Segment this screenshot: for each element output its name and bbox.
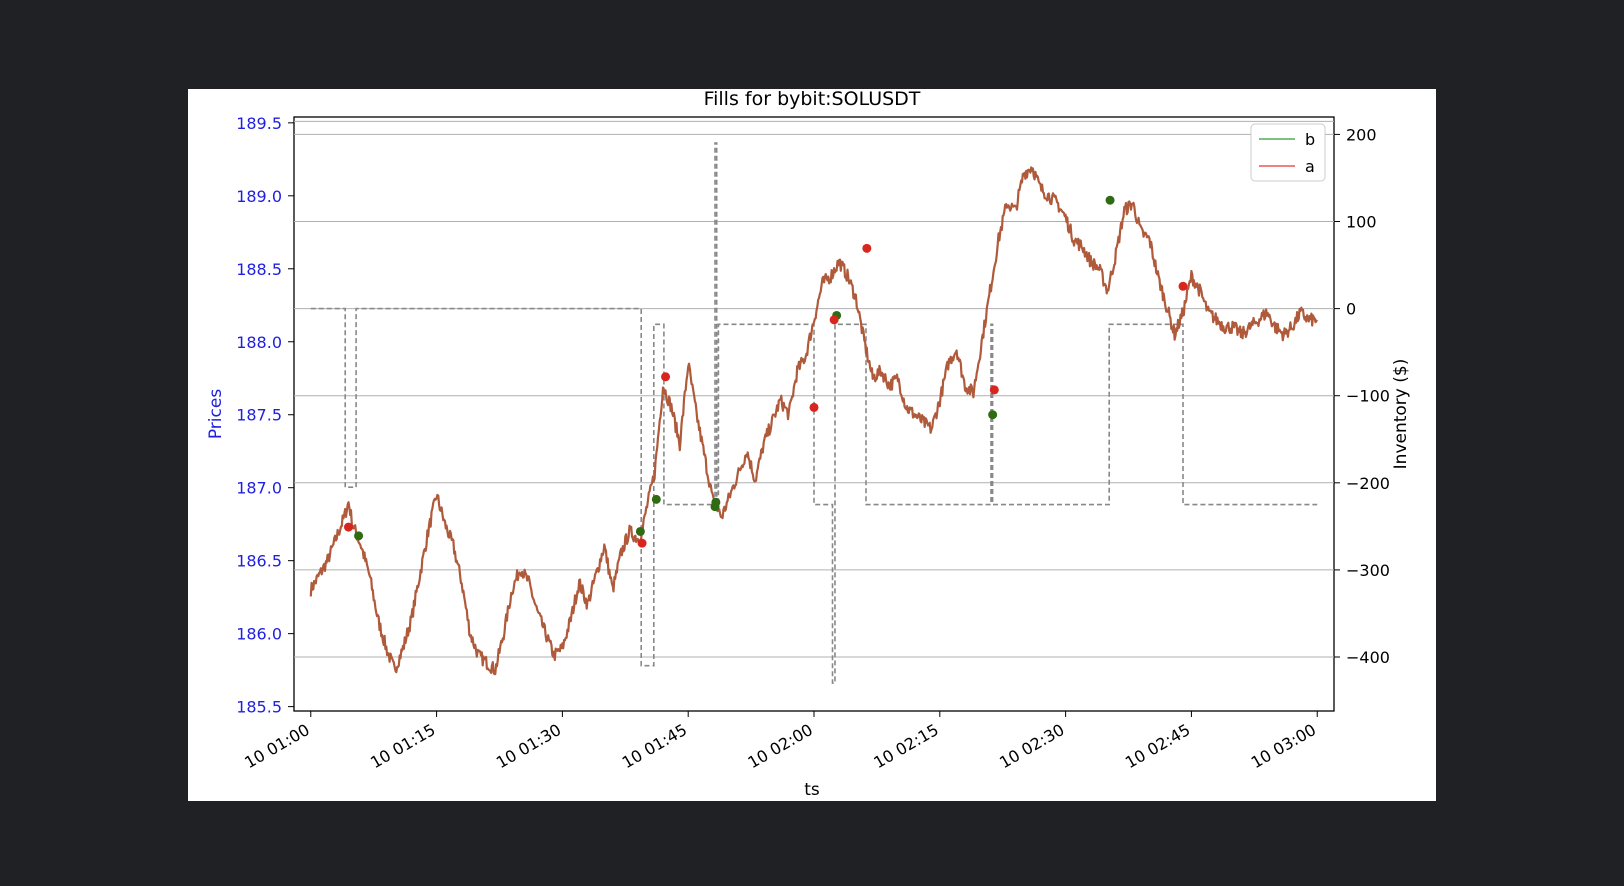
chart-figure: Fills for bybit:SOLUSDT 185.5 186.0 186.5 1… <box>188 89 1436 801</box>
right-y-tick-label: −300 <box>1346 561 1390 580</box>
left-y-tick-label: 186.5 <box>236 552 282 571</box>
legend: b a <box>1250 123 1326 182</box>
bid-fill-point <box>988 410 998 420</box>
x-tick-label: 10 02:45 <box>1122 720 1193 772</box>
left-y-tick-label: 189.5 <box>236 114 282 133</box>
bid-fill-point <box>651 494 661 504</box>
x-tick-label: 10 01:15 <box>367 720 438 772</box>
left-y-tick-label: 187.0 <box>236 479 282 498</box>
ask-fill-point <box>637 538 647 548</box>
chart-title: Fills for bybit:SOLUSDT <box>704 89 921 110</box>
left-y-tick-label: 185.5 <box>236 698 282 717</box>
price-series <box>309 166 1319 676</box>
y-axis-label-left: Prices <box>206 389 226 439</box>
left-y-tick-label: 188.5 <box>236 260 282 279</box>
x-tick-label: 10 01:45 <box>619 720 690 772</box>
x-tick-label: 10 02:30 <box>996 720 1067 772</box>
ask-fill-point <box>862 243 872 253</box>
x-ticks: 10 01:00 10 01:15 10 01:30 10 01:45 10 02:00… <box>241 711 1319 772</box>
left-y-tick-label: 188.0 <box>236 333 282 352</box>
bid-fill-point <box>710 502 720 512</box>
right-y-tick-label: −200 <box>1346 474 1390 493</box>
x-tick-label: 10 02:15 <box>870 720 941 772</box>
left-y-tick-label: 186.0 <box>236 625 282 644</box>
ask-fill-point <box>344 522 354 532</box>
x-tick-label: 10 01:30 <box>493 720 564 772</box>
price-line <box>309 166 1319 676</box>
legend-label-a: a <box>1305 157 1315 176</box>
right-y-ticks: −400 −300 −200 −100 0 100 200 <box>1334 125 1390 667</box>
ask-fill-point <box>1178 281 1188 291</box>
right-y-tick-label: 200 <box>1346 125 1377 144</box>
right-y-tick-label: 0 <box>1346 300 1356 319</box>
ask-fill-point <box>989 385 999 395</box>
chart-svg: Fills for bybit:SOLUSDT 185.5186.0186.51… <box>206 89 1411 800</box>
left-y-ticks: 185.5 186.0 186.5 187.0 187.5 188.0 188.5 189.0… <box>236 114 294 717</box>
y-axis-label-right: Inventory ($) <box>1391 359 1411 470</box>
x-tick-label: 10 03:00 <box>1248 720 1319 772</box>
bid-fill-point <box>635 526 645 536</box>
ask-fill-point <box>661 372 671 382</box>
left-y-tick-label: 189.0 <box>236 187 282 206</box>
right-y-tick-label: −400 <box>1346 648 1390 667</box>
legend-label-b: b <box>1305 130 1315 149</box>
x-axis-label: ts <box>804 780 820 800</box>
right-y-tick-label: −100 <box>1346 387 1390 406</box>
inventory-series <box>310 142 1318 684</box>
bid-fill-point <box>354 531 364 541</box>
left-y-tick-label: 187.5 <box>236 406 282 425</box>
bid-fill-point <box>1105 195 1115 205</box>
ask-fill-point <box>829 315 839 325</box>
fill-markers <box>344 195 1188 548</box>
x-tick-label: 10 01:00 <box>241 720 312 772</box>
inventory-line <box>310 142 1318 684</box>
x-tick-label: 10 02:00 <box>745 720 816 772</box>
ask-fill-point <box>809 402 819 412</box>
right-y-tick-label: 100 <box>1346 213 1377 232</box>
